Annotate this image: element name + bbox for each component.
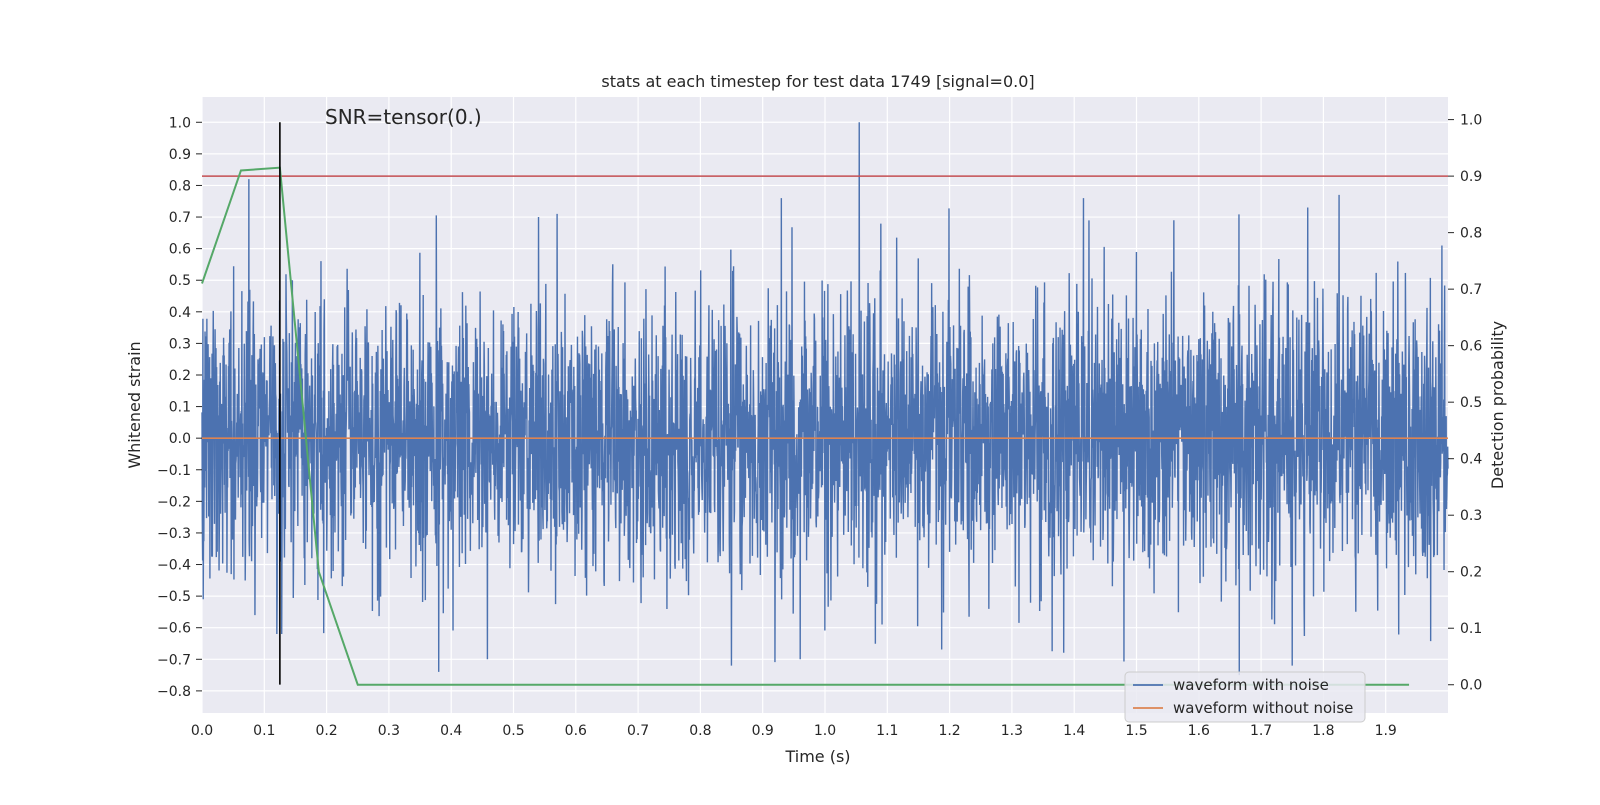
y-tick-label: −0.3 — [157, 526, 191, 542]
legend-label-noisy: waveform with noise — [1173, 676, 1329, 694]
y2-tick-label: 0.0 — [1460, 678, 1482, 694]
y-tick-label: −0.4 — [157, 558, 191, 574]
legend-label-clean: waveform without noise — [1173, 699, 1353, 717]
y-tick-label: −0.2 — [157, 494, 191, 510]
y2-tick-label: 0.4 — [1460, 452, 1482, 468]
x-tick-label: 1.4 — [1063, 723, 1085, 739]
y-axis-right: 0.0 0.1 0.2 0.3 0.4 0.5 0.6 0.7 0.8 0.9 1.0 — [1448, 113, 1482, 694]
y-tick-label: 0.2 — [169, 368, 191, 384]
x-tick-label: 1.0 — [814, 723, 836, 739]
x-tick-label: 1.2 — [938, 723, 960, 739]
x-tick-label: 0.7 — [627, 723, 649, 739]
y-tick-label: −0.8 — [157, 684, 191, 700]
y2-tick-label: 0.2 — [1460, 565, 1482, 581]
x-tick-label: 1.7 — [1250, 723, 1272, 739]
y-tick-label: 0.8 — [169, 178, 191, 194]
x-tick-label: 0.2 — [315, 723, 337, 739]
y2-tick-label: 1.0 — [1460, 113, 1482, 129]
y-tick-label: −0.7 — [157, 652, 191, 668]
x-axis-label: Time (s) — [784, 747, 850, 766]
x-tick-label: 0.8 — [689, 723, 711, 739]
series-waveform-with-noise — [201, 122, 1449, 676]
y-tick-label: −0.1 — [157, 463, 191, 479]
x-tick-label: 0.6 — [565, 723, 587, 739]
x-tick-label: 1.9 — [1375, 723, 1397, 739]
y-tick-label: 0.1 — [169, 400, 191, 416]
y-tick-label: 1.0 — [169, 115, 191, 131]
y2-tick-label: 0.9 — [1460, 169, 1482, 185]
legend: waveform with noise waveform without noi… — [1124, 671, 1366, 723]
y-tick-label: 0.4 — [169, 305, 191, 321]
x-tick-label: 0.5 — [502, 723, 524, 739]
series-detection-probability — [201, 166, 1410, 686]
y2-tick-label: 0.6 — [1460, 339, 1482, 355]
y-tick-label: 0.0 — [169, 431, 191, 447]
x-tick-label: 1.5 — [1125, 723, 1147, 739]
x-tick-label: 0.0 — [191, 723, 213, 739]
y2-tick-label: 0.3 — [1460, 508, 1482, 524]
y2-axis-label: Detection probability — [1488, 321, 1507, 489]
y-tick-label: 0.9 — [169, 147, 191, 163]
y2-tick-label: 0.5 — [1460, 395, 1482, 411]
y-tick-label: −0.6 — [157, 621, 191, 637]
x-tick-label: 1.1 — [876, 723, 898, 739]
snr-annotation: SNR=tensor(0.) — [325, 105, 482, 129]
y-tick-label: 0.7 — [169, 210, 191, 226]
x-axis: 0.0 0.1 0.2 0.3 0.4 0.5 0.6 0.7 0.8 0.9 1.0 1.1 1.2 1… — [191, 723, 1397, 739]
x-tick-label: 0.9 — [752, 723, 774, 739]
x-tick-label: 0.3 — [378, 723, 400, 739]
y2-tick-label: 0.1 — [1460, 621, 1482, 637]
x-tick-label: 1.3 — [1001, 723, 1023, 739]
y2-tick-label: 0.7 — [1460, 282, 1482, 298]
y-tick-label: 0.3 — [169, 336, 191, 352]
y-tick-label: 0.5 — [169, 273, 191, 289]
y-axis-left: −0.8 −0.7 −0.6 −0.5 −0.4 −0.3 −0.2 −0.1 0.0 0.1 0.… — [157, 115, 202, 700]
series-layer — [201, 122, 1449, 686]
x-tick-label: 0.1 — [253, 723, 275, 739]
x-tick-label: 0.4 — [440, 723, 462, 739]
legend-box — [1124, 671, 1366, 723]
y2-tick-label: 0.8 — [1460, 226, 1482, 242]
y-tick-label: 0.6 — [169, 242, 191, 258]
y-tick-label: −0.5 — [157, 589, 191, 605]
x-tick-label: 1.6 — [1188, 723, 1210, 739]
chart-title: stats at each timestep for test data 174… — [601, 72, 1034, 91]
y-axis-label: Whitened strain — [125, 341, 144, 468]
x-tick-label: 1.8 — [1312, 723, 1334, 739]
